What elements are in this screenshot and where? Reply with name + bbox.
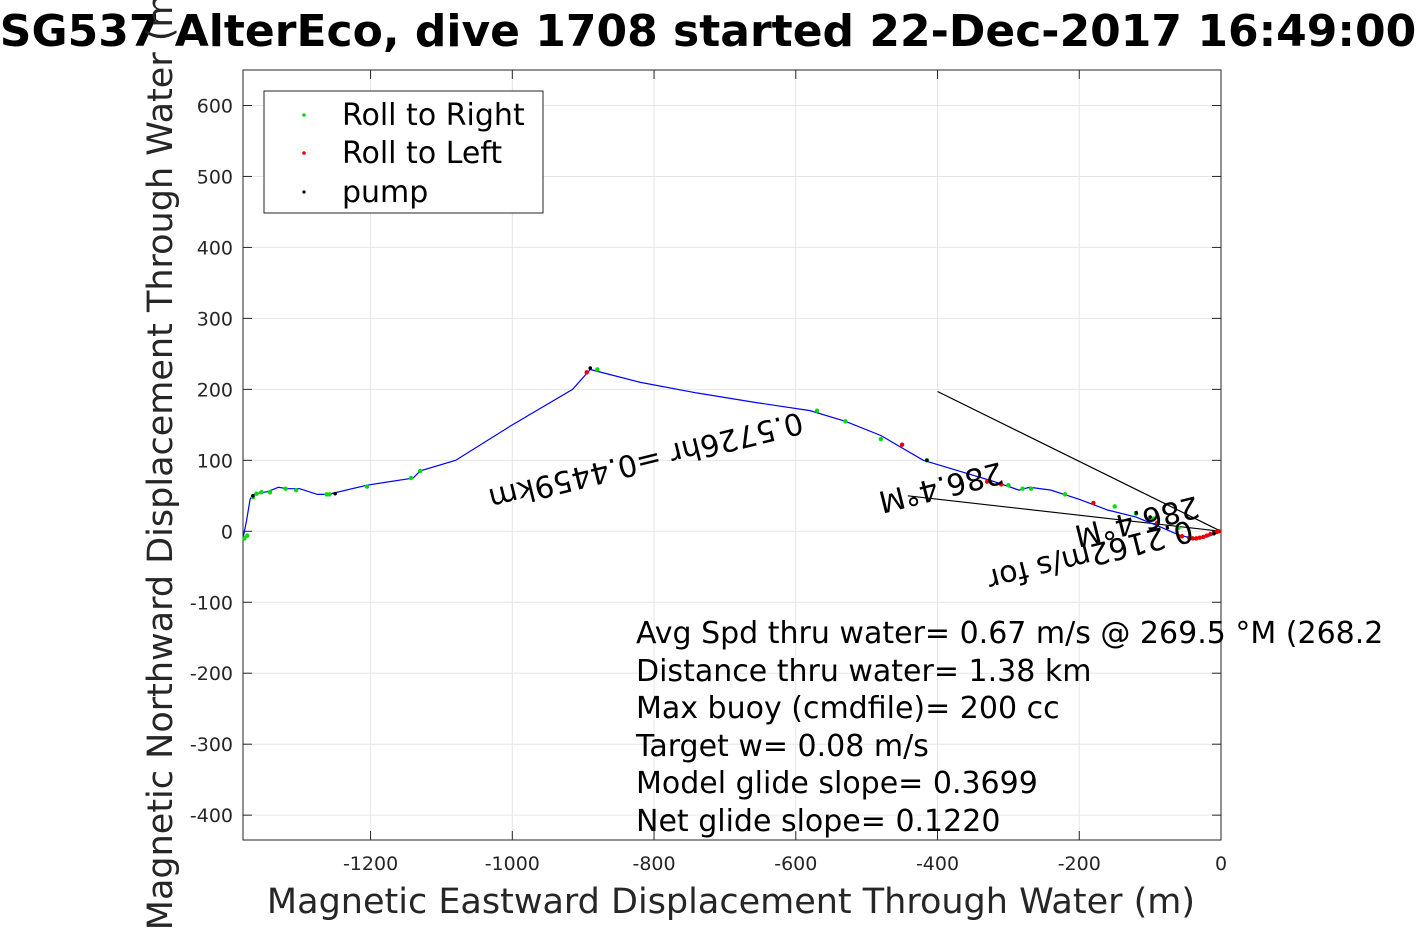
point-roll-to-right [242, 536, 247, 541]
point-roll-to-left [1216, 529, 1222, 534]
current-line [937, 390, 1222, 532]
point-roll-to-right [814, 408, 820, 413]
stat-max-buoy: Max buoy (cmdfile)= 200 cc [636, 691, 1060, 726]
legend-label-pump: pump [342, 175, 428, 210]
point-roll-to-left [1190, 536, 1195, 541]
point-roll-to-right [254, 491, 259, 496]
point-pump [251, 494, 255, 498]
x-tick-label: -600 [774, 853, 817, 875]
point-pump [333, 491, 337, 496]
stat-distance: Distance thru water= 1.38 km [636, 654, 1091, 689]
x-tick-label: -400 [916, 853, 959, 875]
legend-box [263, 90, 544, 214]
current-line [907, 495, 1222, 532]
y-tick-label: 200 [197, 379, 233, 401]
stat-avg-speed: Avg Spd thru water= 0.67 m/s @ 269.5 °M … [636, 616, 1383, 651]
point-roll-to-right [293, 487, 299, 493]
point-roll-to-right [1151, 516, 1156, 521]
point-roll-to-left [999, 482, 1004, 487]
point-roll-to-left [1197, 535, 1202, 540]
point-roll-to-left [1201, 534, 1206, 540]
point-pump [1212, 531, 1216, 536]
y-tick-label: -400 [190, 805, 233, 827]
point-roll-to-right [1133, 511, 1139, 516]
point-roll-to-left [899, 442, 905, 447]
point-pump [925, 458, 929, 463]
y-axis-label: Magnetic Northward Displacement Through … [141, 0, 181, 930]
stat-model-glide: Model glide slope= 0.3699 [636, 766, 1038, 801]
point-roll-to-right [327, 492, 332, 497]
grid [243, 70, 1222, 840]
y-tick-label: 0 [221, 521, 233, 543]
point-roll-to-right [1176, 525, 1181, 530]
point-roll-to-right [245, 533, 250, 538]
y-tick-label: -300 [190, 734, 233, 756]
x-tick-label: -1000 [485, 853, 540, 875]
point-roll-to-right [878, 436, 884, 442]
point-roll-to-right [1062, 492, 1068, 497]
point-roll-to-left [1179, 534, 1185, 539]
point-roll-to-right [259, 490, 264, 495]
y-tick-label: -100 [190, 592, 233, 614]
x-tick-label: 0 [1215, 853, 1227, 875]
stat-target-w: Target w= 0.08 m/s [635, 729, 929, 764]
point-roll-to-right [417, 468, 423, 474]
point-roll-to-right [1006, 482, 1011, 488]
legend-label-roll-right: Roll to Right [342, 98, 525, 133]
point-roll-to-left [1091, 500, 1096, 506]
point-roll-to-left [1208, 531, 1213, 537]
point-roll-to-right [408, 475, 414, 481]
legend-marker-pump [302, 190, 306, 194]
y-tick-label: 500 [197, 166, 233, 188]
point-roll-to-right [595, 367, 600, 372]
rotated-annotation-2: 286.4°M [875, 454, 1006, 519]
point-roll-to-right [283, 486, 288, 491]
stat-net-glide: Net glide slope= 0.1220 [636, 804, 1000, 839]
stats-block: Avg Spd thru water= 0.67 m/s @ 269.5 °M … [635, 616, 1383, 839]
y-ticks: -400 -300 -200 -100 0 100 200 300 400 500 600 [190, 95, 1221, 827]
y-tick-label: 400 [197, 237, 233, 259]
point-roll-to-right [1112, 504, 1117, 509]
point-roll-to-right [364, 484, 370, 489]
chart-title: SG537 AlterEco, dive 1708 started 22-Dec… [0, 6, 1416, 57]
legend-label-roll-left: Roll to Left [342, 136, 502, 171]
point-roll-to-left [984, 479, 990, 484]
legend: Roll to Right Roll to Left pump [263, 90, 544, 214]
x-axis-label: Magnetic Eastward Displacement Through W… [267, 882, 1195, 922]
x-ticks: -1200 -1000 -800 -600 -400 -200 0 [343, 70, 1227, 875]
point-roll-to-left [1186, 535, 1192, 540]
point-roll-to-left [1155, 520, 1160, 525]
x-tick-label: -200 [1058, 853, 1101, 875]
y-tick-label: 300 [197, 308, 233, 330]
point-roll-to-left [1204, 533, 1210, 538]
legend-marker-roll-right [302, 113, 306, 117]
point-roll-to-right [1028, 486, 1034, 491]
points-layer [242, 366, 1222, 541]
point-roll-to-left [1193, 536, 1199, 541]
y-tick-label: 600 [197, 95, 233, 117]
legend-marker-roll-left [302, 151, 306, 155]
y-tick-label: 100 [197, 450, 233, 472]
point-roll-to-right [1020, 486, 1025, 491]
point-roll-to-right [267, 490, 273, 495]
plot-frame [242, 69, 1222, 841]
track-line [242, 368, 1222, 539]
point-roll-to-left [584, 370, 589, 375]
x-tick-label: -1200 [343, 853, 398, 875]
y-tick-label: -200 [190, 663, 233, 685]
point-pump [588, 366, 593, 370]
track-layer [242, 368, 1222, 539]
rotated-annotations: 0.5726hr =0.4459km 286.4°M 0.2162m/s for… [485, 404, 1202, 597]
x-tick-label: -800 [632, 853, 675, 875]
point-roll-to-right [843, 419, 848, 424]
point-pump [1148, 515, 1152, 519]
current-lines [907, 390, 1222, 532]
